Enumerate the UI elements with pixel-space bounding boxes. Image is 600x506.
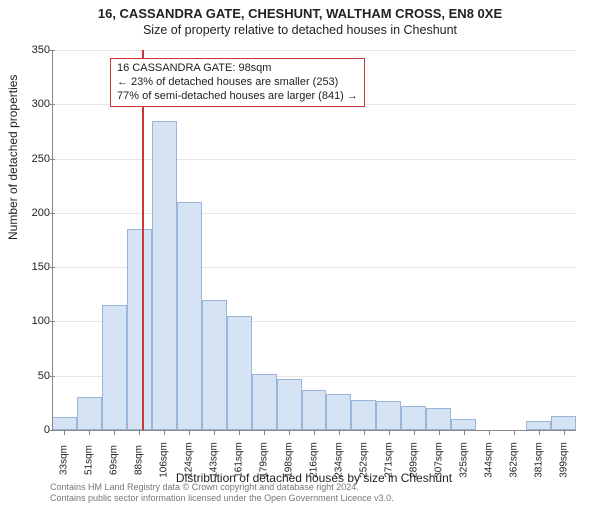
x-tick-mark bbox=[289, 430, 290, 435]
annotation-line: 16 CASSANDRA GATE: 98sqm bbox=[117, 62, 358, 76]
histogram-bar bbox=[227, 316, 252, 430]
annotation-box: 16 CASSANDRA GATE: 98sqm← 23% of detache… bbox=[110, 58, 365, 107]
x-axis: 33sqm51sqm69sqm88sqm106sqm124sqm143sqm16… bbox=[52, 430, 576, 474]
x-tick-mark bbox=[389, 430, 390, 435]
x-tick-mark bbox=[114, 430, 115, 435]
x-tick-mark bbox=[514, 430, 515, 435]
annotation-line: 77% of semi-detached houses are larger (… bbox=[117, 90, 358, 104]
x-tick-mark bbox=[214, 430, 215, 435]
x-tick-mark bbox=[539, 430, 540, 435]
x-tick-mark bbox=[314, 430, 315, 435]
plot-area: 16 CASSANDRA GATE: 98sqm← 23% of detache… bbox=[52, 50, 576, 430]
histogram-bar bbox=[376, 401, 401, 430]
x-tick-mark bbox=[414, 430, 415, 435]
histogram-bar bbox=[451, 419, 476, 430]
gridline bbox=[52, 159, 576, 160]
page-title-line1: 16, CASSANDRA GATE, CHESHUNT, WALTHAM CR… bbox=[0, 6, 600, 21]
x-tick-mark bbox=[64, 430, 65, 435]
x-tick-mark bbox=[489, 430, 490, 435]
y-axis-label: Number of detached properties bbox=[6, 75, 20, 240]
annotation-line: ← 23% of detached houses are smaller (25… bbox=[117, 76, 358, 90]
x-tick-mark bbox=[339, 430, 340, 435]
x-tick-mark bbox=[164, 430, 165, 435]
histogram-bar bbox=[426, 408, 451, 430]
histogram-bar bbox=[52, 417, 77, 430]
histogram-bar bbox=[551, 416, 576, 430]
histogram-bar bbox=[302, 390, 327, 430]
y-tick-mark bbox=[50, 159, 55, 160]
histogram-bar bbox=[152, 121, 177, 430]
x-tick-mark bbox=[89, 430, 90, 435]
y-tick-label: 350 bbox=[32, 44, 50, 56]
y-tick-mark bbox=[50, 104, 55, 105]
x-tick-mark bbox=[439, 430, 440, 435]
gridline bbox=[52, 213, 576, 214]
y-tick-mark bbox=[50, 376, 55, 377]
y-tick-label: 300 bbox=[32, 98, 50, 110]
x-tick-mark bbox=[564, 430, 565, 435]
histogram-bar bbox=[127, 229, 152, 430]
x-tick-mark bbox=[364, 430, 365, 435]
histogram-bar bbox=[102, 305, 127, 430]
x-tick-mark bbox=[139, 430, 140, 435]
histogram-bar bbox=[326, 394, 351, 430]
histogram-bar bbox=[252, 374, 277, 430]
y-tick-label: 250 bbox=[32, 153, 50, 165]
histogram-bar bbox=[351, 400, 376, 430]
footer-attribution: Contains HM Land Registry data © Crown c… bbox=[50, 482, 394, 504]
y-tick-label: 200 bbox=[32, 207, 50, 219]
histogram-chart: 16 CASSANDRA GATE: 98sqm← 23% of detache… bbox=[52, 50, 576, 430]
y-tick-mark bbox=[50, 213, 55, 214]
y-tick-label: 100 bbox=[32, 315, 50, 327]
gridline bbox=[52, 50, 576, 51]
histogram-bar bbox=[177, 202, 202, 430]
histogram-bar bbox=[277, 379, 302, 430]
y-axis: 050100150200250300350 bbox=[20, 50, 50, 430]
histogram-bar bbox=[77, 397, 102, 430]
y-tick-label: 150 bbox=[32, 261, 50, 273]
y-tick-mark bbox=[50, 321, 55, 322]
y-tick-mark bbox=[50, 267, 55, 268]
footer-line2: Contains public sector information licen… bbox=[50, 493, 394, 504]
page-title-line2: Size of property relative to detached ho… bbox=[0, 23, 600, 37]
y-tick-mark bbox=[50, 50, 55, 51]
x-tick-mark bbox=[464, 430, 465, 435]
y-axis-line bbox=[52, 50, 53, 430]
histogram-bar bbox=[401, 406, 426, 430]
y-tick-label: 50 bbox=[38, 370, 50, 382]
x-tick-mark bbox=[189, 430, 190, 435]
x-tick-mark bbox=[264, 430, 265, 435]
histogram-bar bbox=[202, 300, 227, 430]
x-tick-mark bbox=[239, 430, 240, 435]
footer-line1: Contains HM Land Registry data © Crown c… bbox=[50, 482, 394, 493]
histogram-bar bbox=[526, 421, 551, 430]
